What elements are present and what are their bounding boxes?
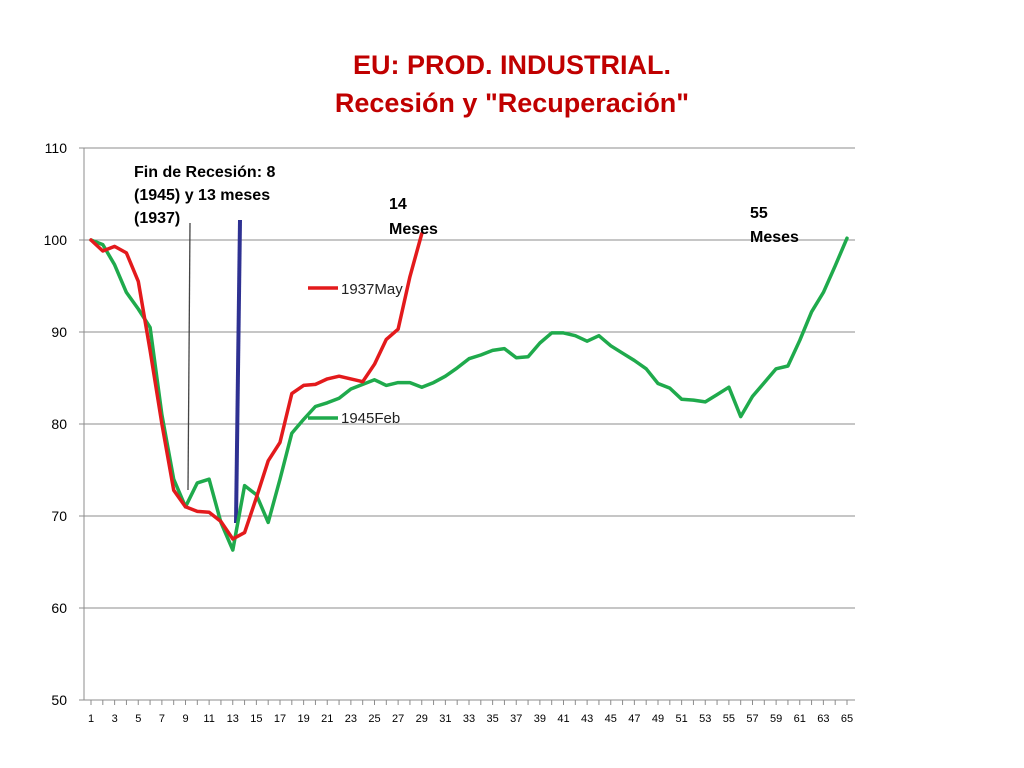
y-tick-label-110: 110 — [45, 140, 68, 156]
annotation-fin-recesion-line1: Fin de Recesión: 8 — [134, 164, 275, 181]
x-tick-label-47: 47 — [628, 713, 640, 725]
x-tick-label-7: 7 — [159, 713, 165, 725]
x-tick-label-19: 19 — [298, 713, 310, 725]
x-tick-label-45: 45 — [605, 713, 617, 725]
x-tick-label-21: 21 — [321, 713, 333, 725]
y-tick-label-90: 90 — [51, 324, 67, 340]
legend-label-1945feb: 1945Feb — [341, 410, 400, 427]
chart-title-line2: Recesión y "Recuperación" — [334, 88, 690, 118]
x-tick-label-61: 61 — [794, 713, 806, 725]
x-tick-label-43: 43 — [581, 713, 593, 725]
legend: 1937May 1945Feb — [308, 281, 403, 427]
y-tick-label-100: 100 — [44, 232, 68, 248]
x-tick-label-41: 41 — [557, 713, 569, 725]
y-tick-labels: 50 60 70 80 90 100 110 — [44, 140, 68, 708]
chart-title-line1: EU: PROD. INDUSTRIAL. — [352, 50, 671, 80]
x-tick-label-15: 15 — [250, 713, 262, 725]
x-tick-label-11: 11 — [203, 713, 214, 725]
recession-end-markers — [187, 219, 242, 524]
x-tick-label-9: 9 — [182, 713, 188, 725]
y-tick-label-80: 80 — [51, 416, 67, 432]
x-tick-label-3: 3 — [112, 713, 118, 725]
x-tick-label-49: 49 — [652, 713, 664, 725]
x-tick-label-17: 17 — [274, 713, 286, 725]
x-tick-label-35: 35 — [487, 713, 499, 725]
gridlines — [84, 147, 855, 609]
x-tick-label-65: 65 — [841, 713, 853, 725]
x-tick-label-13: 13 — [227, 713, 239, 725]
series-line-1945feb — [89, 236, 849, 552]
x-tick-label-5: 5 — [135, 713, 141, 725]
series-lines — [89, 231, 849, 552]
x-tick-label-29: 29 — [416, 713, 428, 725]
x-tick-label-23: 23 — [345, 713, 357, 725]
annotation-14-line1: 14 — [389, 196, 407, 213]
annotation-55-line2: Meses — [750, 229, 799, 246]
annotation-14-line2: Meses — [389, 221, 438, 238]
annotation-fin-recesion-line2: (1945) y 13 meses — [134, 187, 270, 204]
legend-label-1937may: 1937May — [341, 281, 403, 298]
x-tick-label-31: 31 — [439, 713, 451, 725]
axes — [79, 147, 855, 705]
x-tick-label-37: 37 — [510, 713, 522, 725]
x-tick-label-1: 1 — [88, 713, 94, 725]
x-tick-label-27: 27 — [392, 713, 404, 725]
y-tick-label-60: 60 — [51, 600, 67, 616]
recession-end-line-1945 — [187, 222, 191, 491]
x-tick-label-57: 57 — [746, 713, 758, 725]
x-tick-label-25: 25 — [368, 713, 380, 725]
annotation-fin-recesion-line3: (1937) — [134, 210, 180, 227]
x-tick-label-55: 55 — [723, 713, 735, 725]
x-tick-label-53: 53 — [699, 713, 711, 725]
x-tick-label-63: 63 — [817, 713, 829, 725]
y-tick-label-50: 50 — [51, 692, 67, 708]
recession-end-line-1937 — [234, 219, 242, 524]
annotation-55-line1: 55 — [750, 205, 768, 222]
series-line-1937may — [89, 231, 424, 541]
annotations: Fin de Recesión: 8 (1945) y 13 meses (19… — [134, 164, 799, 246]
chart-title: EU: PROD. INDUSTRIAL. Recesión y "Recupe… — [0, 46, 1024, 122]
x-tick-label-33: 33 — [463, 713, 475, 725]
x-tick-label-51: 51 — [676, 713, 688, 725]
x-tick-label-39: 39 — [534, 713, 546, 725]
x-tick-labels: 1 3 5 7 9 11 13 15 17 19 21 23 25 27 29 31 33 35 37 39 41 43 4… — [88, 713, 853, 725]
y-tick-label-70: 70 — [51, 508, 67, 524]
x-tick-label-59: 59 — [770, 713, 782, 725]
